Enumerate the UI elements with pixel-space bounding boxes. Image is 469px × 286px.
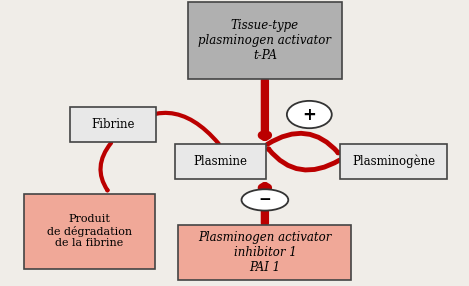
FancyBboxPatch shape xyxy=(340,144,447,179)
FancyBboxPatch shape xyxy=(178,225,351,280)
Text: −: − xyxy=(258,192,271,207)
FancyBboxPatch shape xyxy=(70,107,156,142)
FancyArrowPatch shape xyxy=(267,133,338,153)
Text: +: + xyxy=(303,106,316,124)
Text: Produit
de dégradation
de la fibrine: Produit de dégradation de la fibrine xyxy=(47,214,132,249)
Text: Plasminogène: Plasminogène xyxy=(352,155,435,168)
Text: Plasminogen activator
inhibitor 1
PAI 1: Plasminogen activator inhibitor 1 PAI 1 xyxy=(198,231,332,274)
FancyBboxPatch shape xyxy=(175,144,266,179)
FancyArrowPatch shape xyxy=(117,113,219,144)
Text: Tissue-type
plasminogen activator
t-PA: Tissue-type plasminogen activator t-PA xyxy=(198,19,332,62)
FancyBboxPatch shape xyxy=(188,2,342,79)
FancyArrowPatch shape xyxy=(268,149,340,170)
FancyArrowPatch shape xyxy=(100,143,111,190)
FancyBboxPatch shape xyxy=(24,194,155,269)
Circle shape xyxy=(287,101,332,128)
Text: Fibrine: Fibrine xyxy=(91,118,135,131)
Ellipse shape xyxy=(242,189,288,210)
Text: Plasmine: Plasmine xyxy=(194,155,248,168)
